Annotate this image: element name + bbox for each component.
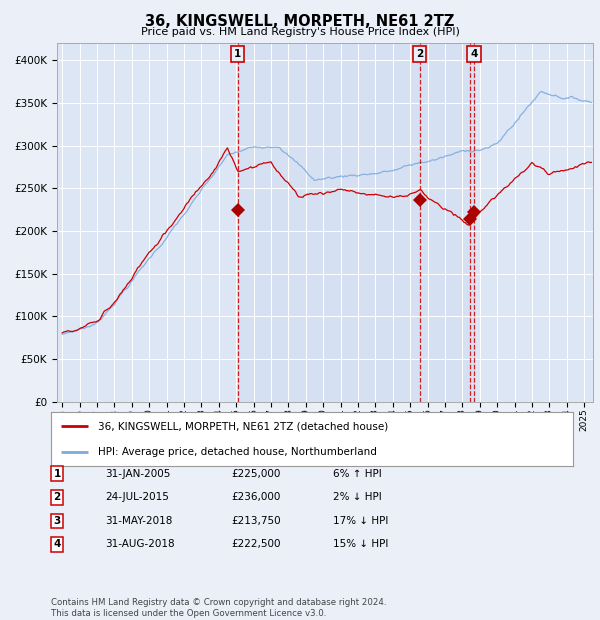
Text: £213,750: £213,750 [231,516,281,526]
Text: 36, KINGSWELL, MORPETH, NE61 2TZ (detached house): 36, KINGSWELL, MORPETH, NE61 2TZ (detach… [98,422,388,432]
Text: Contains HM Land Registry data © Crown copyright and database right 2024.
This d: Contains HM Land Registry data © Crown c… [51,598,386,618]
Text: 17% ↓ HPI: 17% ↓ HPI [333,516,388,526]
Text: 4: 4 [53,539,61,549]
Text: £222,500: £222,500 [231,539,281,549]
Text: 2: 2 [53,492,61,502]
Text: 1: 1 [53,469,61,479]
Text: 2: 2 [416,49,424,59]
Text: 2% ↓ HPI: 2% ↓ HPI [333,492,382,502]
Text: 31-JAN-2005: 31-JAN-2005 [105,469,170,479]
Text: £236,000: £236,000 [231,492,280,502]
Text: 36, KINGSWELL, MORPETH, NE61 2TZ: 36, KINGSWELL, MORPETH, NE61 2TZ [145,14,455,29]
Text: 31-MAY-2018: 31-MAY-2018 [105,516,172,526]
Text: 6% ↑ HPI: 6% ↑ HPI [333,469,382,479]
Text: 31-AUG-2018: 31-AUG-2018 [105,539,175,549]
Text: Price paid vs. HM Land Registry's House Price Index (HPI): Price paid vs. HM Land Registry's House … [140,27,460,37]
Text: HPI: Average price, detached house, Northumberland: HPI: Average price, detached house, Nort… [98,446,377,456]
Text: 24-JUL-2015: 24-JUL-2015 [105,492,169,502]
Text: 1: 1 [234,49,241,59]
Text: 3: 3 [53,516,61,526]
Bar [238,43,474,402]
Text: £225,000: £225,000 [231,469,280,479]
Text: 4: 4 [470,49,478,59]
Text: 15% ↓ HPI: 15% ↓ HPI [333,539,388,549]
